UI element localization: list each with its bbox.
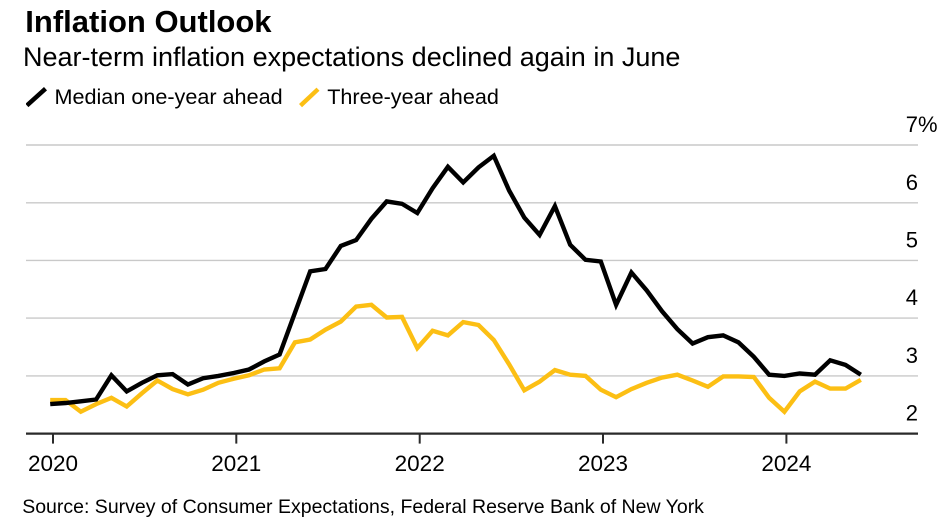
- svg-text:6: 6: [906, 170, 918, 195]
- svg-text:2021: 2021: [211, 451, 261, 476]
- svg-text:3: 3: [906, 343, 918, 368]
- svg-text:7%: 7%: [906, 112, 938, 137]
- svg-text:2: 2: [906, 401, 918, 426]
- svg-text:2022: 2022: [395, 451, 445, 476]
- svg-text:5: 5: [906, 227, 918, 252]
- svg-text:4: 4: [906, 285, 918, 310]
- svg-text:2024: 2024: [761, 451, 811, 476]
- svg-text:2020: 2020: [28, 451, 78, 476]
- svg-text:2023: 2023: [578, 451, 628, 476]
